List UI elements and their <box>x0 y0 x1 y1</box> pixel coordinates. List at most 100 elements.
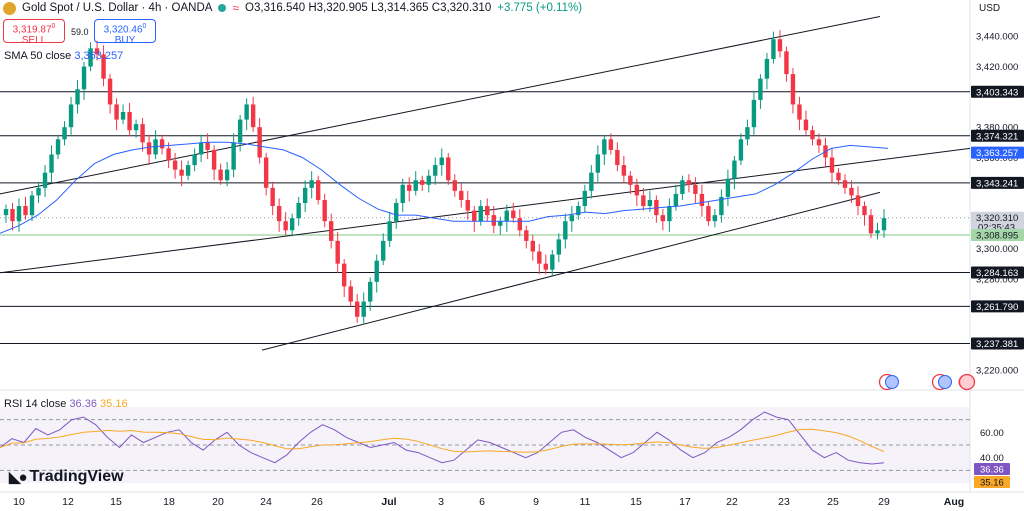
candle[interactable] <box>862 201 867 226</box>
candle[interactable] <box>68 96 74 135</box>
candle[interactable] <box>400 178 405 213</box>
candle[interactable] <box>296 196 301 226</box>
candle[interactable] <box>550 250 555 276</box>
candle[interactable] <box>127 102 132 137</box>
candle[interactable] <box>3 204 9 223</box>
candle[interactable] <box>62 121 67 146</box>
currency-label[interactable]: USD <box>979 3 1001 14</box>
candle[interactable] <box>615 142 620 172</box>
channel-middle-line[interactable] <box>0 147 971 274</box>
us-flag-icon[interactable] <box>958 373 976 391</box>
price-level-tag[interactable]: 3,343.241 <box>971 176 1024 190</box>
candle[interactable] <box>289 213 295 237</box>
candle[interactable] <box>725 169 731 207</box>
candle[interactable] <box>237 115 243 152</box>
candle[interactable] <box>660 209 666 231</box>
candle[interactable] <box>543 254 549 275</box>
candle[interactable] <box>784 46 789 82</box>
candle[interactable] <box>693 177 698 203</box>
candle[interactable] <box>628 171 633 194</box>
candle[interactable] <box>179 160 184 187</box>
candle[interactable] <box>10 203 15 231</box>
candle[interactable] <box>120 104 126 125</box>
candle[interactable] <box>465 190 470 220</box>
candle[interactable] <box>797 96 802 131</box>
candle[interactable] <box>511 203 516 223</box>
us-flag-icon[interactable] <box>885 375 899 389</box>
candle[interactable] <box>498 216 503 235</box>
compare-icon[interactable]: ≈ <box>232 1 240 15</box>
candle[interactable] <box>803 110 809 135</box>
candle[interactable] <box>868 209 874 238</box>
candle[interactable] <box>530 234 535 261</box>
candle[interactable] <box>576 201 581 220</box>
candle[interactable] <box>341 259 347 298</box>
candle[interactable] <box>29 190 35 222</box>
candle[interactable] <box>49 145 54 184</box>
candle[interactable] <box>218 163 223 185</box>
candle[interactable] <box>231 133 236 178</box>
candle[interactable] <box>133 119 139 138</box>
candle[interactable] <box>23 196 28 220</box>
tradingview-logo[interactable]: ◣● TradingView <box>9 468 124 486</box>
candle[interactable] <box>608 133 614 155</box>
candle[interactable] <box>751 90 757 135</box>
sell-button[interactable]: 3,319.870 SELL <box>3 19 65 46</box>
candle[interactable] <box>686 174 692 193</box>
candle[interactable] <box>504 204 509 232</box>
candle[interactable] <box>589 165 594 199</box>
candle[interactable] <box>205 133 210 160</box>
candle[interactable] <box>81 61 87 100</box>
candle[interactable] <box>446 152 451 185</box>
channel-lower-line[interactable] <box>261 191 881 351</box>
candle[interactable] <box>712 209 718 228</box>
candle[interactable] <box>185 160 191 181</box>
rsi-ma-line[interactable] <box>0 428 885 453</box>
candle[interactable] <box>641 187 646 211</box>
event-flags-group[interactable] <box>878 373 970 391</box>
candle[interactable] <box>426 169 431 193</box>
candle[interactable] <box>517 209 522 237</box>
candle[interactable] <box>738 133 744 166</box>
candle[interactable] <box>140 118 145 152</box>
candle[interactable] <box>764 52 770 90</box>
candle[interactable] <box>433 157 438 185</box>
candle[interactable] <box>348 280 353 307</box>
candle[interactable] <box>302 180 308 213</box>
candle[interactable] <box>283 212 288 235</box>
candle[interactable] <box>335 231 340 273</box>
us-flag-icon[interactable] <box>938 375 952 389</box>
rsi-value-tag[interactable]: 35.16 <box>974 476 1010 489</box>
candle[interactable] <box>777 30 783 58</box>
price-level-tag[interactable]: 3,403.343 <box>971 85 1024 99</box>
candle[interactable] <box>582 184 588 213</box>
candle[interactable] <box>263 152 269 196</box>
candle[interactable] <box>829 148 835 184</box>
candle[interactable] <box>211 145 217 181</box>
candle[interactable] <box>166 142 171 169</box>
price-level-tag[interactable]: 3,261.790 <box>971 300 1024 313</box>
candle[interactable] <box>315 175 321 205</box>
candle[interactable] <box>94 40 100 61</box>
candle[interactable] <box>244 98 249 131</box>
candle[interactable] <box>270 181 275 216</box>
buy-button[interactable]: 3,320.460 BUY <box>94 19 156 46</box>
candle[interactable] <box>459 183 464 208</box>
candle[interactable] <box>855 186 861 216</box>
candle[interactable] <box>875 222 880 240</box>
rsi-value-tag[interactable]: 36.36 <box>974 463 1010 476</box>
price-level-tag[interactable]: 3,284.163 <box>971 266 1024 280</box>
candle[interactable] <box>101 45 106 87</box>
candle[interactable] <box>810 125 815 146</box>
candle[interactable] <box>36 181 41 203</box>
candle[interactable] <box>836 168 841 185</box>
candle[interactable] <box>368 277 373 311</box>
candle[interactable] <box>849 180 854 203</box>
candle[interactable] <box>699 184 705 217</box>
candle[interactable] <box>478 199 483 226</box>
candle[interactable] <box>16 198 22 232</box>
candle[interactable] <box>595 145 601 182</box>
candle[interactable] <box>413 171 418 196</box>
